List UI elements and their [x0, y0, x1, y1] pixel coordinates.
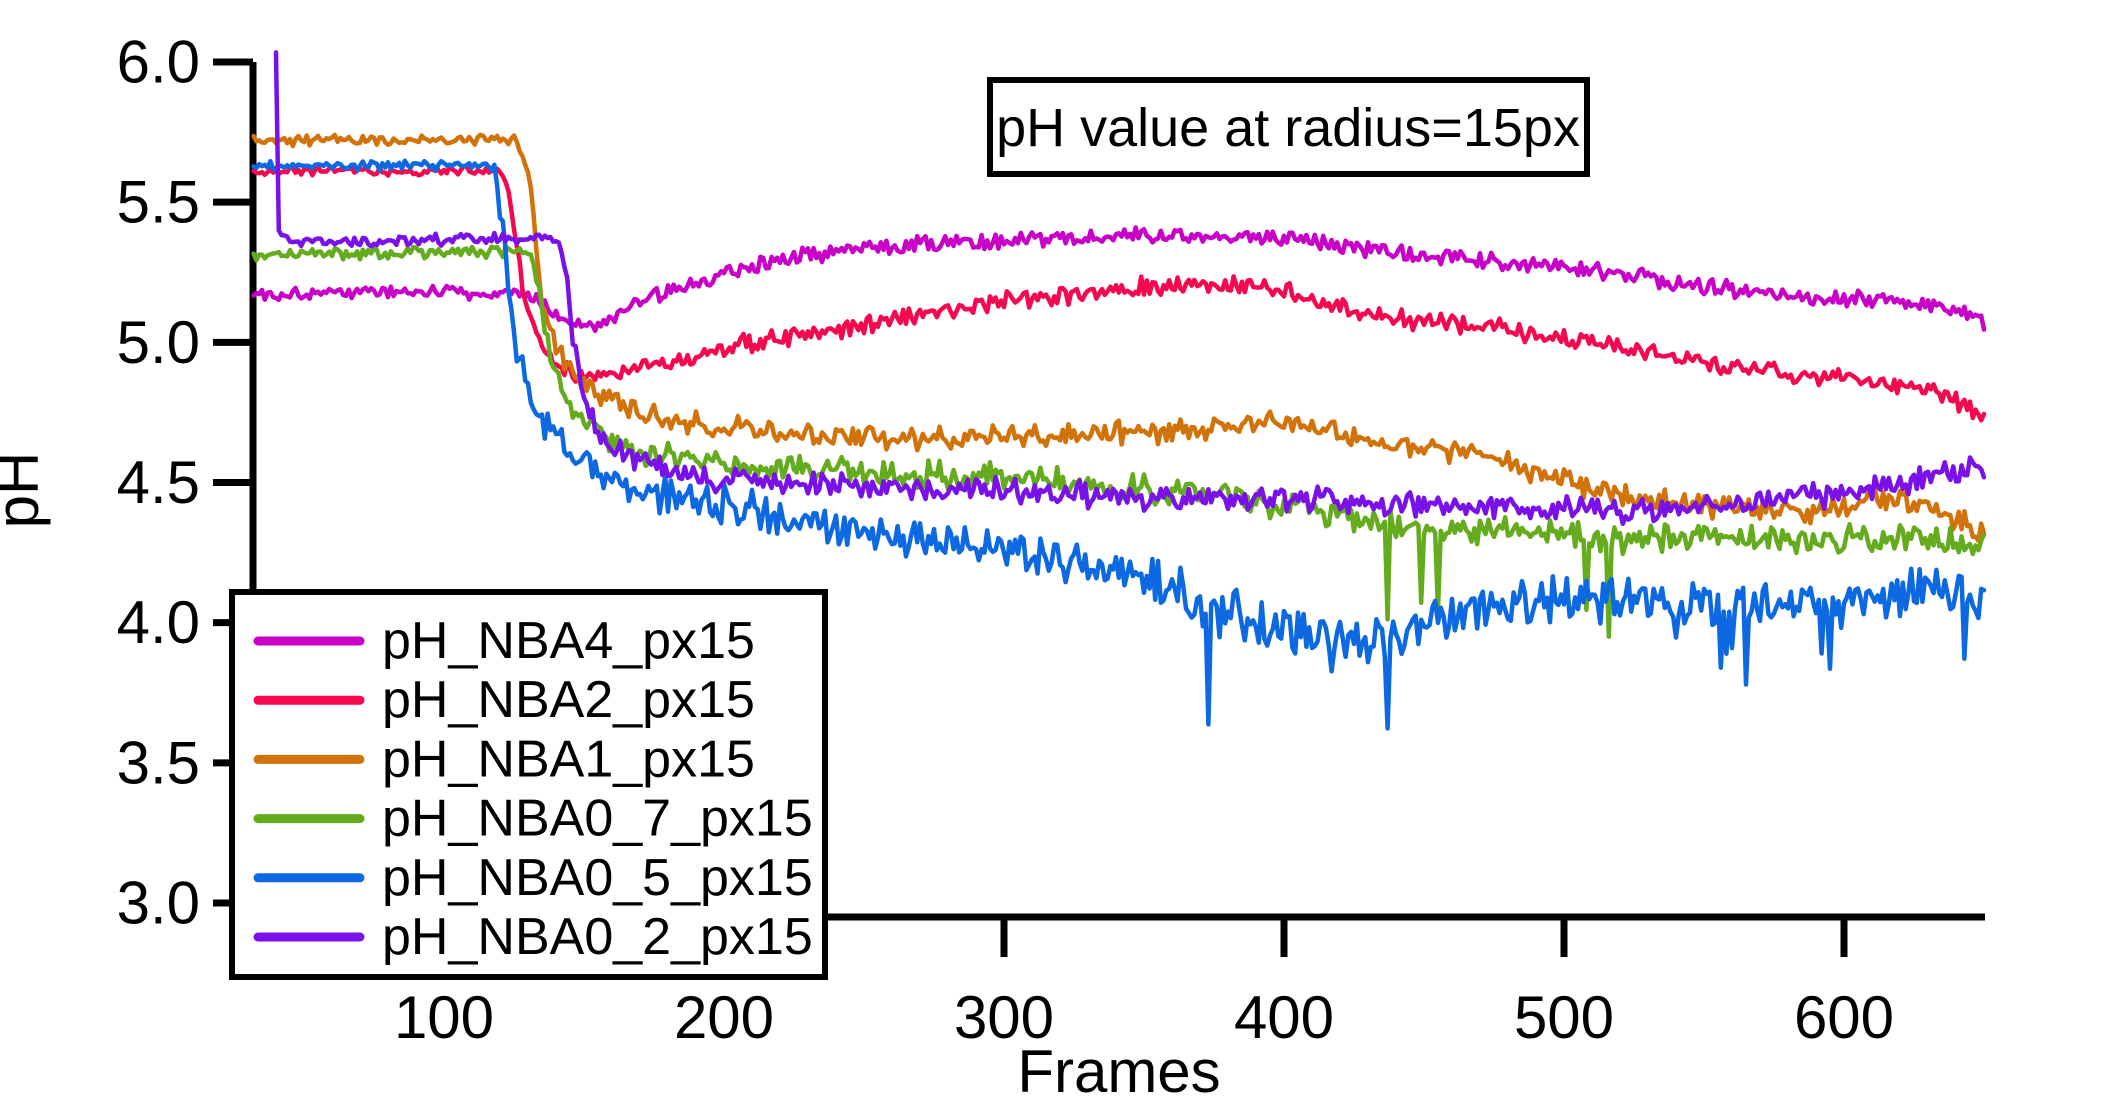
x-tick-label: 400: [1234, 984, 1334, 1051]
x-tick-label: 100: [394, 984, 494, 1051]
x-axis-title: Frames: [1017, 1038, 1220, 1105]
y-tick-label: 6.0: [117, 29, 200, 96]
series-line-pH_NBA2_px15: [251, 163, 1987, 423]
series-line-pH_NBA0_5_px15: [251, 158, 1987, 731]
legend-label-pH_NBA0_7_px15: pH_NBA0_7_px15: [382, 790, 813, 848]
y-tick-label: 4.0: [117, 589, 200, 656]
y-tick-label: 3.5: [117, 729, 200, 796]
x-tick-label: 300: [954, 984, 1054, 1051]
legend-label-pH_NBA2_px15: pH_NBA2_px15: [382, 671, 755, 729]
x-tick-label: 200: [674, 984, 774, 1051]
annotation-text: pH value at radius=15px: [996, 98, 1580, 158]
y-tick-label: 3.0: [117, 869, 200, 936]
y-tick-label: 5.5: [117, 169, 200, 236]
x-tick-label: 600: [1794, 984, 1894, 1051]
y-axis-title: pH: [0, 452, 51, 529]
legend-border: [229, 589, 828, 980]
series-lines: [251, 50, 1987, 731]
y-tick-label: 5.0: [117, 309, 200, 376]
y-tick-label: 4.5: [117, 449, 200, 516]
legend: pH_NBA4_px15pH_NBA2_px15pH_NBA1_px15pH_N…: [229, 589, 828, 980]
x-tick-label: 500: [1514, 984, 1614, 1051]
legend-label-pH_NBA1_px15: pH_NBA1_px15: [382, 730, 755, 788]
legend-label-pH_NBA0_5_px15: pH_NBA0_5_px15: [382, 849, 813, 907]
annotation-box: pH value at radius=15px: [987, 77, 1590, 177]
x-axis-ticks: 100 200 300 400 500 600: [394, 917, 1894, 1051]
series-line-pH_NBA0_2_px15: [273, 50, 1987, 527]
legend-label-pH_NBA0_2_px15: pH_NBA0_2_px15: [382, 908, 813, 966]
legend-label-pH_NBA4_px15: pH_NBA4_px15: [382, 612, 755, 670]
annotation-border: [987, 77, 1590, 177]
